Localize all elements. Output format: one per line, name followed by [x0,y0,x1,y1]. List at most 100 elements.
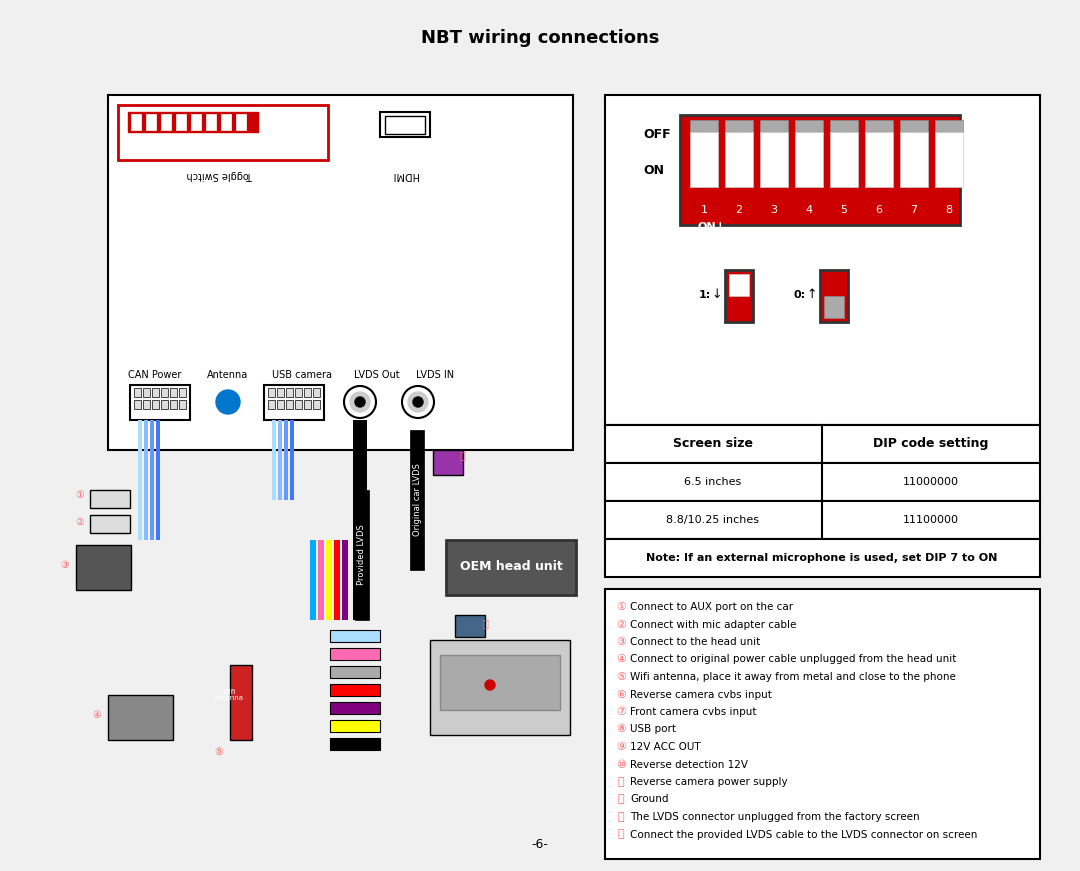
Bar [824,296,843,318]
Text: ①: ① [616,602,626,612]
Bar [342,540,348,620]
Bar [690,120,718,132]
Bar [161,400,168,409]
Bar [221,114,231,130]
Bar [303,388,311,397]
Bar [170,400,177,409]
Text: Reverse camera power supply: Reverse camera power supply [630,777,787,787]
Bar [152,400,159,409]
Bar [161,388,168,397]
Text: ③: ③ [616,637,626,647]
Text: Connect to AUX port on the car: Connect to AUX port on the car [630,602,793,612]
Text: CAN Power: CAN Power [129,370,181,380]
Text: -6-: -6- [531,839,549,852]
Text: ⑩: ⑩ [616,760,626,769]
Bar [134,388,141,397]
Bar [144,420,148,540]
Text: Original car LVDS: Original car LVDS [413,463,421,537]
Text: ④: ④ [93,710,102,720]
Bar [605,425,1040,463]
Circle shape [216,390,240,414]
Text: OFF: OFF [643,129,671,141]
Bar [286,388,293,397]
Text: 3: 3 [770,205,778,215]
Text: ②: ② [76,517,84,527]
Text: 4: 4 [806,205,812,215]
Bar [605,539,1040,577]
Text: 7: 7 [910,205,918,215]
Bar [276,388,284,397]
Bar [900,132,928,187]
Text: ⑭: ⑭ [618,829,624,840]
Bar [272,420,276,500]
Bar [455,615,485,637]
Bar [795,120,823,132]
Bar [865,120,893,132]
Bar [900,120,928,132]
Text: Note: If an external microphone is used, set DIP 7 to ON: Note: If an external microphone is used,… [646,553,998,563]
Bar [410,430,424,570]
Bar [286,400,293,409]
Text: ①: ① [76,490,84,500]
Text: ⑧: ⑧ [616,725,626,734]
Bar [330,666,380,678]
Text: ⑪: ⑪ [618,777,624,787]
Circle shape [350,392,370,412]
Bar [191,114,201,130]
Text: ⑭: ⑭ [482,618,488,628]
Text: ⑤: ⑤ [215,747,224,757]
Text: 6.5 inches: 6.5 inches [685,477,742,487]
Text: ②: ② [616,619,626,630]
Bar [605,501,1040,539]
Bar [230,665,252,740]
Text: LVDS IN: LVDS IN [416,370,454,380]
Bar [237,114,246,130]
Circle shape [485,680,495,690]
Text: ↑: ↑ [807,288,818,301]
Text: Connect to the head unit: Connect to the head unit [630,637,760,647]
Text: 1: 1 [701,205,707,215]
Text: OEM head unit: OEM head unit [460,561,563,573]
Bar [318,540,324,620]
Bar [725,120,753,132]
Bar [935,120,963,132]
Text: ④: ④ [616,654,626,665]
Text: Front camera cvbs input: Front camera cvbs input [630,707,756,717]
Bar [161,114,171,130]
Bar [284,420,288,500]
Bar [330,684,380,696]
Text: ⑤: ⑤ [616,672,626,682]
Bar [446,540,576,595]
Bar [129,112,258,132]
Bar [90,515,130,533]
Text: Ground: Ground [630,794,669,805]
Text: ⑦: ⑦ [616,707,626,717]
Bar [831,120,858,132]
Bar [146,114,156,130]
Bar [440,655,561,710]
Circle shape [408,392,428,412]
Text: Connect to original power cable unplugged from the head unit: Connect to original power cable unplugge… [630,654,957,665]
Text: 5: 5 [840,205,848,215]
Bar [725,270,753,322]
Bar [264,385,324,420]
Bar [310,540,316,620]
Bar [690,132,718,187]
Bar [143,388,150,397]
Bar [303,400,311,409]
Bar [355,490,369,620]
Circle shape [402,386,434,418]
Bar [138,420,141,540]
Bar [176,114,186,130]
Bar [795,132,823,187]
Bar [268,400,275,409]
Text: The LVDS connector unplugged from the factory screen: The LVDS connector unplugged from the fa… [630,812,920,822]
Text: ⑥: ⑥ [616,690,626,699]
Bar [605,463,1040,501]
Text: 12V ACC OUT: 12V ACC OUT [630,742,701,752]
Bar [118,105,328,160]
Circle shape [345,386,376,418]
Bar [326,540,332,620]
Bar [760,120,788,132]
Bar [433,450,463,475]
